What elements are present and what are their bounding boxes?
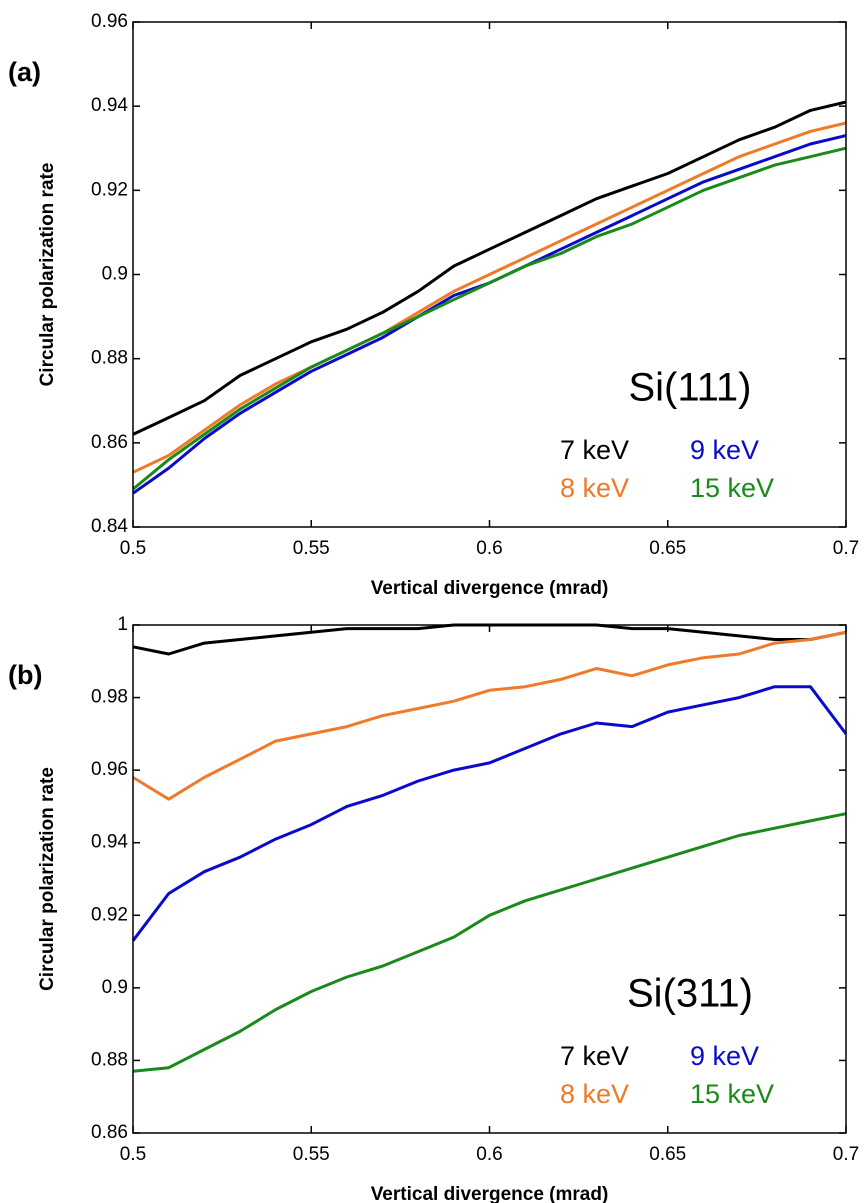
y-tick-label: 0.88	[91, 348, 128, 369]
legend-entry: 7 keV	[560, 1041, 629, 1071]
y-tick-label: 0.96	[91, 759, 128, 780]
series-line	[132, 812, 847, 1073]
legend-entry: 15 keV	[690, 1079, 774, 1109]
y-axis-label: Circular polarization rate	[37, 767, 58, 991]
series-line	[131, 685, 848, 942]
x-tick-label: 0.7	[833, 538, 859, 559]
y-tick-label: 0.9	[102, 264, 128, 285]
panel-label: (a)	[8, 57, 41, 87]
y-tick-label: 0.88	[91, 1049, 128, 1070]
annotation: Si(111)	[628, 366, 751, 410]
y-tick-label: 0.92	[91, 179, 128, 200]
legend-entry: 15 keV	[690, 473, 774, 503]
x-tick-label: 0.5	[120, 1144, 146, 1165]
y-tick-label: 0.92	[91, 904, 128, 925]
legend-entry: 7 keV	[560, 435, 629, 465]
series-line	[132, 146, 847, 491]
y-tick-label: 0.9	[102, 977, 128, 998]
x-tick-label: 0.5	[120, 538, 146, 559]
x-tick-label: 0.65	[649, 1144, 686, 1165]
legend-entry: 8 keV	[560, 1079, 629, 1109]
y-tick-label: 0.96	[91, 11, 128, 32]
y-tick-label: 0.98	[91, 687, 128, 708]
series-line	[132, 121, 847, 474]
series-line	[132, 630, 847, 801]
y-tick-label: 0.86	[91, 432, 128, 453]
y-tick-label: 0.86	[91, 1122, 128, 1143]
y-tick-label: 0.84	[91, 516, 128, 537]
legend-entry: 9 keV	[690, 1041, 759, 1071]
y-tick-label: 0.94	[91, 95, 128, 116]
x-tick-label: 0.6	[476, 538, 502, 559]
legend-entry: 8 keV	[560, 473, 629, 503]
y-tick-label: 1	[117, 614, 128, 635]
y-tick-label: 0.94	[91, 832, 128, 853]
annotation: Si(311)	[627, 972, 753, 1016]
series-line	[132, 100, 847, 436]
x-tick-label: 0.7	[833, 1144, 859, 1165]
x-axis-label: Vertical divergence (mrad)	[371, 1184, 609, 1203]
x-tick-label: 0.65	[649, 538, 686, 559]
panel-label: (b)	[8, 660, 42, 690]
y-axis-label: Circular polarization rate	[37, 163, 58, 387]
legend-entry: 9 keV	[690, 435, 759, 465]
x-tick-label: 0.6	[476, 1144, 502, 1165]
x-axis-label: Vertical divergence (mrad)	[371, 578, 609, 599]
x-tick-label: 0.55	[293, 538, 330, 559]
x-tick-label: 0.55	[293, 1144, 330, 1165]
